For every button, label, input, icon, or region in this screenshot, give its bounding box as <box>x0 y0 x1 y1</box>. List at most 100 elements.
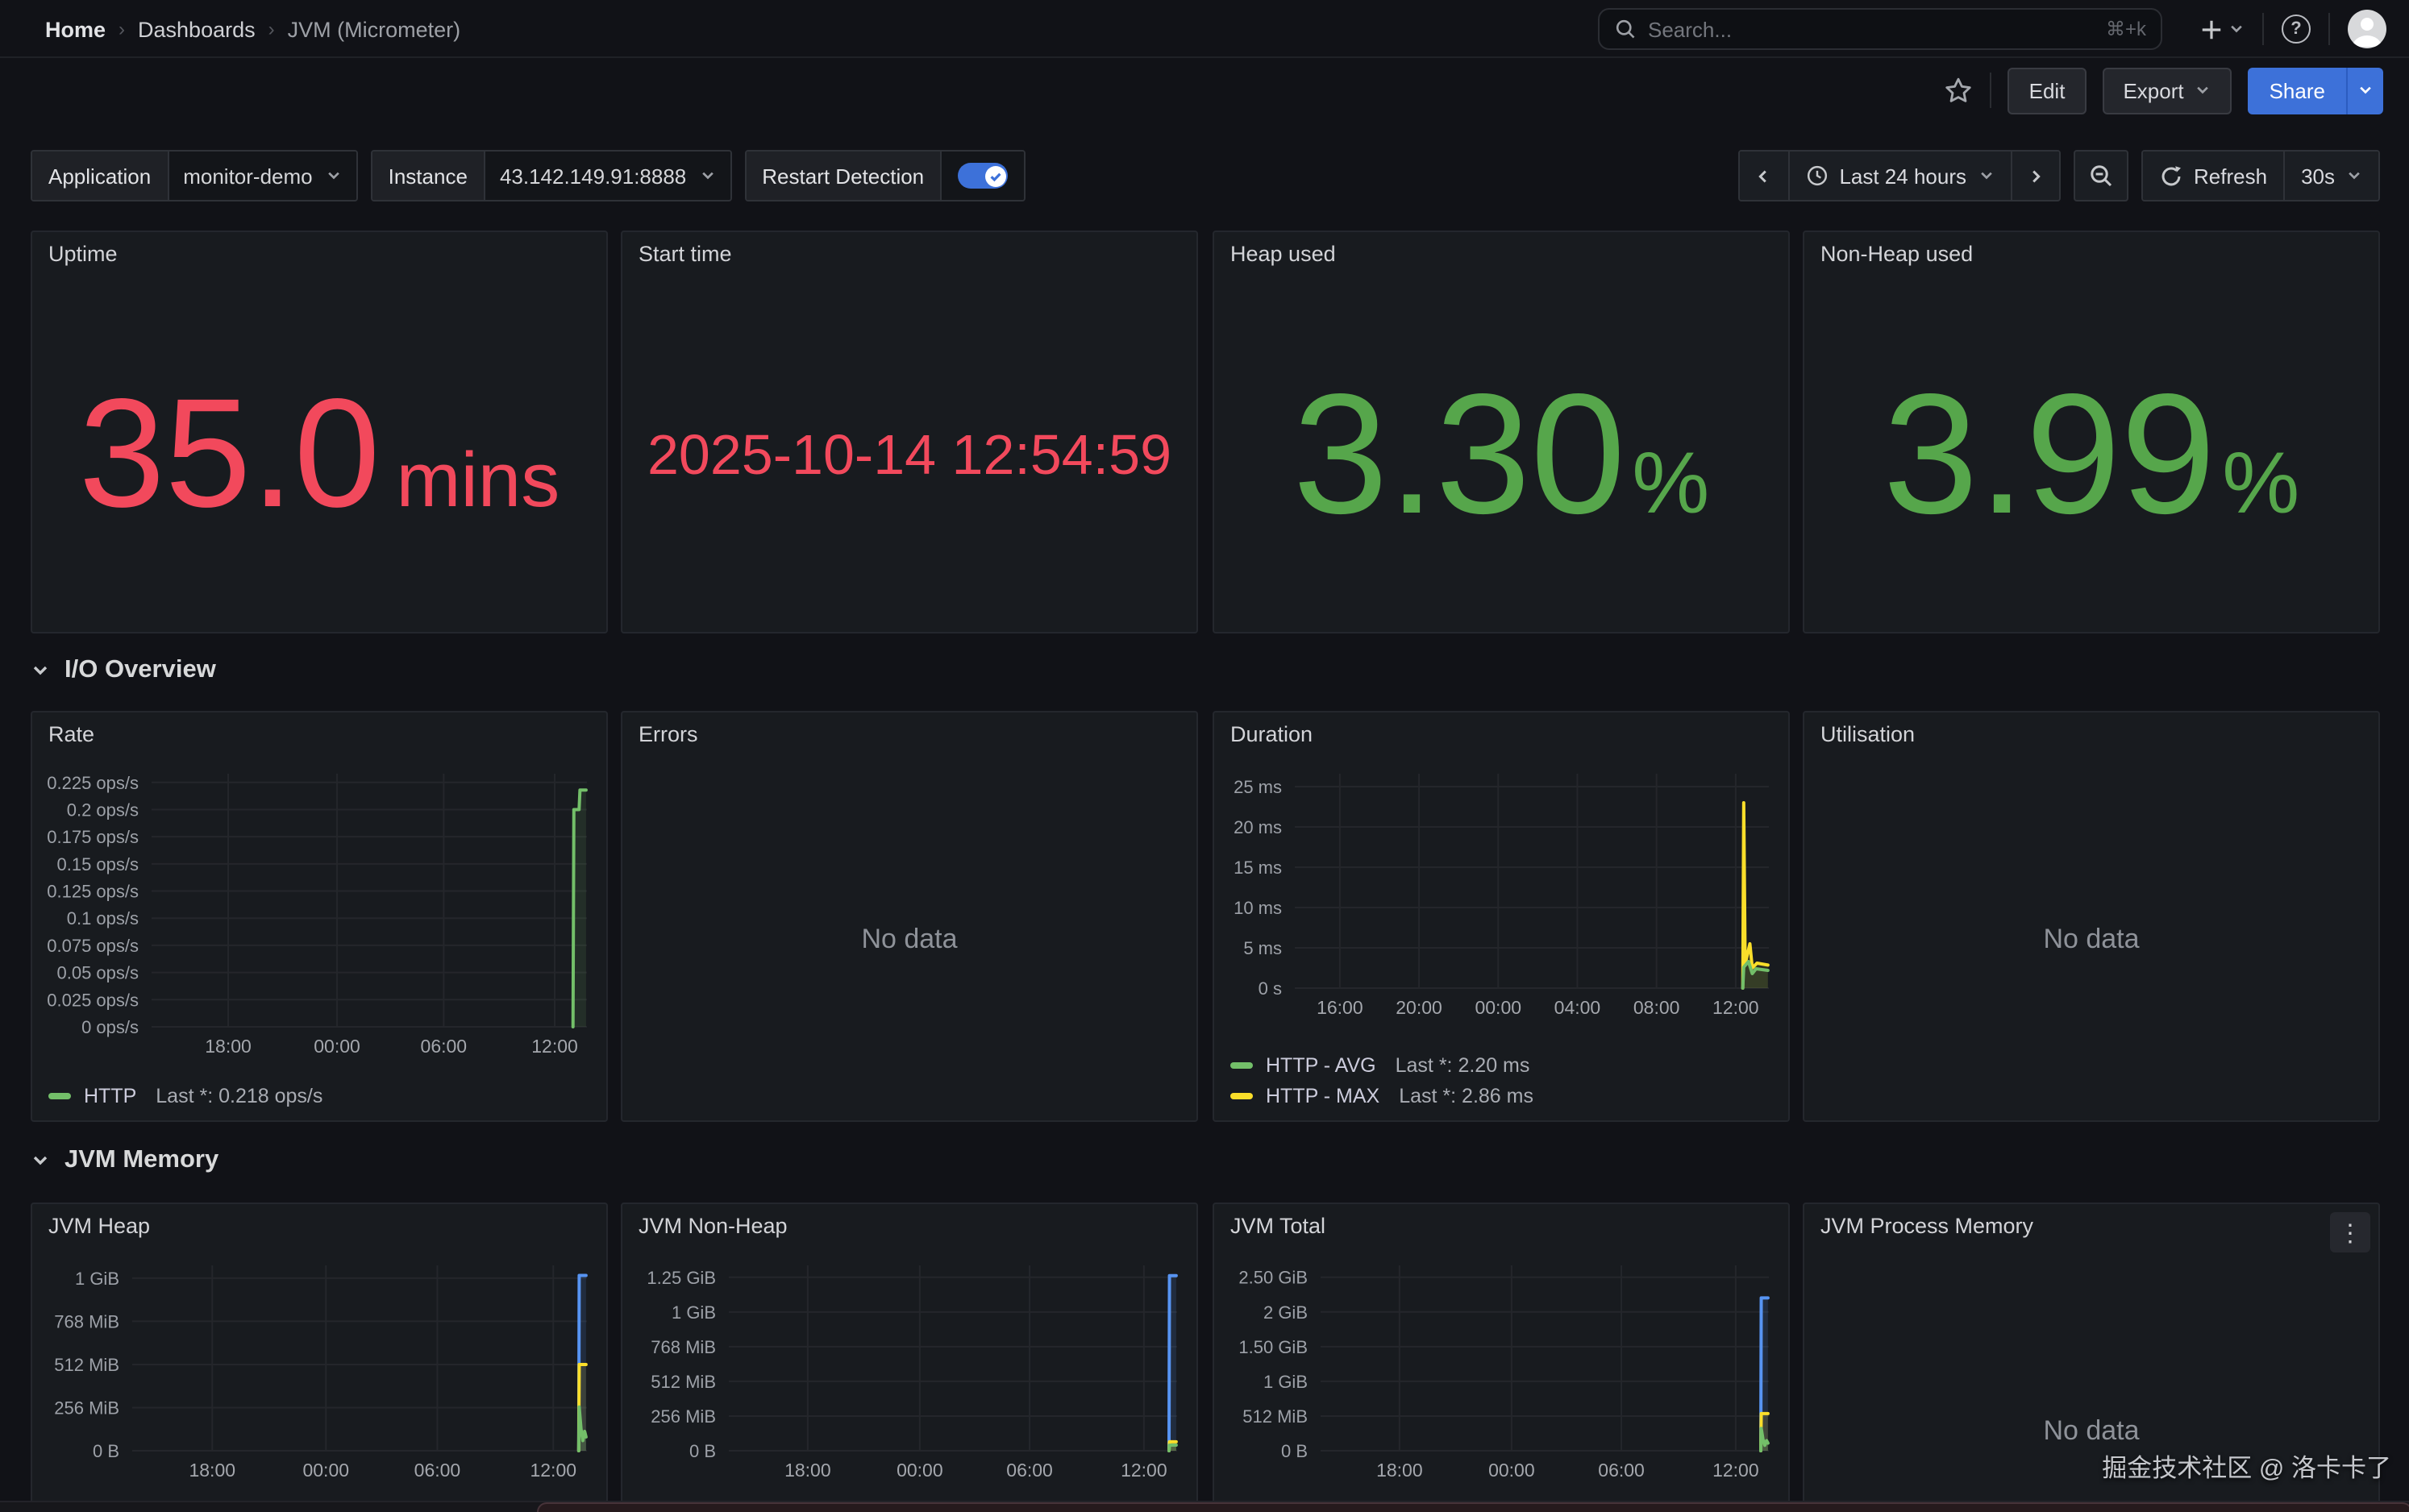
svg-text:12:00: 12:00 <box>1712 1460 1759 1481</box>
panel-title[interactable]: Rate <box>48 722 95 746</box>
restart-detection-toggle-seg <box>940 152 1025 200</box>
time-shift-forward-button[interactable] <box>2010 152 2058 200</box>
svg-text:768 MiB: 768 MiB <box>651 1337 716 1357</box>
share-button[interactable]: Share <box>2248 67 2346 114</box>
instance-variable: Instance 43.142.149.91:8888 <box>370 150 732 201</box>
time-controls: Last 24 hours Refresh 30s <box>1737 150 2380 201</box>
refresh-group: Refresh 30s <box>2141 150 2380 201</box>
svg-text:0.075 ops/s: 0.075 ops/s <box>47 936 139 956</box>
chevron-down-icon <box>327 172 339 180</box>
filter-row: Application monitor-demo Instance 43.142… <box>31 150 2380 201</box>
instance-select[interactable]: 43.142.149.91:8888 <box>483 152 730 200</box>
svg-text:0.05 ops/s: 0.05 ops/s <box>56 963 139 983</box>
breadcrumb-separator-icon: › <box>268 18 275 40</box>
chevron-down-icon <box>2360 86 2371 94</box>
top-nav: Home › Dashboards › JVM (Micrometer) ⌘+k… <box>0 0 2409 58</box>
jvm-heap-chart-canvas[interactable]: 0 B 256 MiB 512 MiB 768 MiB 1 GiB 18:00 00:00 0… <box>39 1252 600 1486</box>
svg-text:20 ms: 20 ms <box>1234 817 1282 837</box>
restart-detection-label: Restart Detection <box>746 152 941 200</box>
svg-text:0.2 ops/s: 0.2 ops/s <box>67 800 139 820</box>
time-shift-back-button[interactable] <box>1739 152 1788 200</box>
no-data-message: No data <box>2043 923 2140 953</box>
breadcrumb-home[interactable]: Home <box>45 17 106 41</box>
series-marker <box>1230 1093 1253 1099</box>
panel-title[interactable]: Non-Heap used <box>1820 242 1974 266</box>
zoom-out-button[interactable] <box>2073 150 2128 201</box>
variable-controls: Application monitor-demo Instance 43.142… <box>31 150 1026 201</box>
svg-text:512 MiB: 512 MiB <box>54 1355 119 1375</box>
panel-title[interactable]: Utilisation <box>1820 722 1916 746</box>
svg-text:16:00: 16:00 <box>1317 997 1363 1018</box>
dashboard-toolbar: Edit Export Share <box>0 58 2409 123</box>
breadcrumb-current-page: JVM (Micrometer) <box>287 17 461 41</box>
section-title: JVM Memory <box>64 1146 219 1173</box>
panel-title[interactable]: JVM Process Memory <box>1820 1214 2034 1238</box>
svg-text:1.50 GiB: 1.50 GiB <box>1238 1337 1308 1357</box>
svg-text:12:00: 12:00 <box>1121 1460 1167 1481</box>
svg-text:12:00: 12:00 <box>1712 997 1759 1018</box>
refresh-interval-select[interactable]: 30s <box>2283 152 2378 200</box>
chevron-down-icon <box>1980 172 1991 180</box>
svg-text:5 ms: 5 ms <box>1243 938 1282 958</box>
search-bar[interactable]: ⌘+k <box>1598 8 2162 50</box>
breadcrumb: Home › Dashboards › JVM (Micrometer) <box>45 0 460 58</box>
search-input[interactable] <box>1648 17 2095 41</box>
svg-text:12:00: 12:00 <box>531 1036 578 1057</box>
rate-legend: HTTP Last *: 0.218 ops/s <box>48 1085 322 1107</box>
zoom-out-icon <box>2090 165 2112 187</box>
panel-title[interactable]: JVM Total <box>1230 1214 1326 1238</box>
svg-text:0 B: 0 B <box>689 1441 716 1461</box>
jvm-nonheap-chart-canvas[interactable]: 0 B 256 MiB 512 MiB 768 MiB 1 GiB 1.25 GiB 18:… <box>629 1252 1190 1486</box>
share-button-group: Share <box>2248 67 2383 114</box>
star-icon[interactable] <box>1944 75 1974 106</box>
legend-item[interactable]: HTTP Last *: 0.218 ops/s <box>48 1085 322 1107</box>
section-io-overview[interactable]: I/O Overview <box>31 656 216 685</box>
panel-title[interactable]: Heap used <box>1230 242 1336 266</box>
breadcrumb-dashboards[interactable]: Dashboards <box>138 17 256 41</box>
jvm-total-chart-canvas[interactable]: 0 B 512 MiB 1 GiB 1.50 GiB 2 GiB 2.50 GiB 18:0… <box>1221 1252 1782 1486</box>
svg-text:512 MiB: 512 MiB <box>1242 1406 1308 1427</box>
restart-detection-control: Restart Detection <box>744 150 1026 201</box>
application-label: Application <box>32 152 168 200</box>
avatar[interactable] <box>2348 10 2386 48</box>
svg-text:06:00: 06:00 <box>1598 1460 1645 1481</box>
panel-menu-icon[interactable]: ⋮ <box>2330 1212 2370 1252</box>
svg-text:10 ms: 10 ms <box>1234 898 1282 918</box>
instance-label: Instance <box>372 152 484 200</box>
restart-detection-toggle[interactable] <box>958 163 1009 189</box>
panel-title[interactable]: Start time <box>639 242 732 266</box>
section-jvm-memory[interactable]: JVM Memory <box>31 1146 218 1175</box>
svg-text:00:00: 00:00 <box>897 1460 943 1481</box>
help-icon[interactable]: ? <box>2282 15 2311 44</box>
jvm-nonheap-panel: JVM Non-Heap 0 B 256 MiB 512 MiB 768 MiB 1 G… <box>621 1203 1198 1512</box>
chevron-down-icon <box>2349 172 2360 180</box>
svg-text:0.225 ops/s: 0.225 ops/s <box>47 773 139 793</box>
svg-text:06:00: 06:00 <box>1006 1460 1053 1481</box>
svg-text:18:00: 18:00 <box>1376 1460 1423 1481</box>
refresh-icon <box>2161 165 2180 185</box>
clock-icon <box>1807 165 1827 186</box>
time-range-picker[interactable]: Last 24 hours <box>1787 152 2010 200</box>
edit-button[interactable]: Edit <box>2008 67 2087 114</box>
legend-item[interactable]: HTTP - MAX Last *: 2.86 ms <box>1230 1085 1533 1107</box>
duration-chart-canvas[interactable]: 0 s 5 ms 10 ms 15 ms 20 ms 25 ms 16:00 20:00 00:… <box>1221 761 1782 1024</box>
svg-text:0.175 ops/s: 0.175 ops/s <box>47 827 139 847</box>
refresh-button[interactable]: Refresh <box>2142 152 2284 200</box>
panel-title[interactable]: Duration <box>1230 722 1313 746</box>
share-menu-button[interactable] <box>2346 67 2383 114</box>
panel-title[interactable]: Errors <box>639 722 698 746</box>
background-window-edge <box>537 1502 2409 1512</box>
panel-title[interactable]: JVM Non-Heap <box>639 1214 788 1238</box>
panel-title[interactable]: JVM Heap <box>48 1214 151 1238</box>
rate-chart-canvas[interactable]: 0 ops/s 0.025 ops/s 0.05 ops/s 0.075 ops/s 0… <box>39 761 600 1062</box>
application-select[interactable]: monitor-demo <box>167 152 356 200</box>
panel-title[interactable]: Uptime <box>48 242 118 266</box>
svg-text:25 ms: 25 ms <box>1234 777 1282 797</box>
svg-text:0.1 ops/s: 0.1 ops/s <box>67 908 139 928</box>
svg-text:256 MiB: 256 MiB <box>651 1406 716 1427</box>
legend-item[interactable]: HTTP - AVG Last *: 2.20 ms <box>1230 1054 1533 1077</box>
svg-text:512 MiB: 512 MiB <box>651 1372 716 1392</box>
export-button[interactable]: Export <box>2102 67 2232 114</box>
add-button[interactable] <box>2199 17 2245 41</box>
